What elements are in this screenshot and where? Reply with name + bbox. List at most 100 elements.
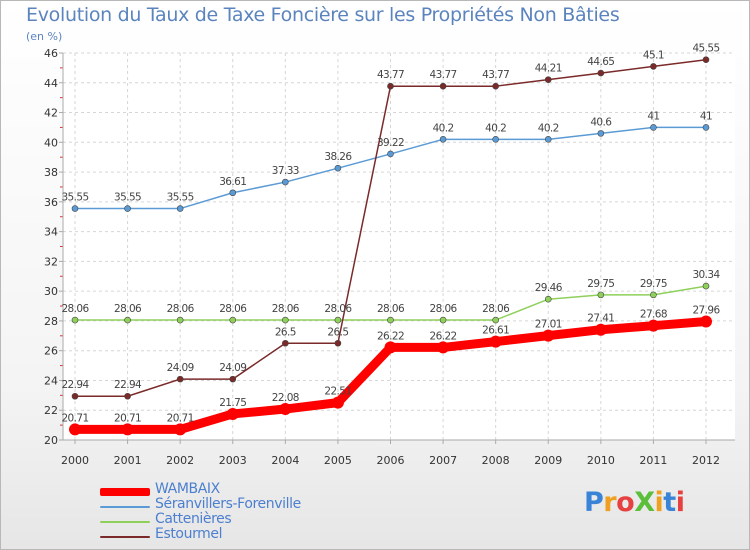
data-point <box>229 189 237 197</box>
data-label: 45.1 <box>643 49 664 61</box>
legend-label: Estourmel <box>155 526 223 542</box>
y-tick-label: 30 <box>44 285 58 298</box>
data-point <box>544 136 552 143</box>
y-tick-label: 42 <box>44 107 58 120</box>
legend-item: Cattenières <box>100 511 400 529</box>
data-label: 44.21 <box>535 63 562 75</box>
x-tick-label: 2011 <box>639 454 667 467</box>
data-label: 28.06 <box>430 303 458 315</box>
data-point <box>124 205 131 212</box>
logo-letter: t <box>663 487 676 518</box>
data-label: 40.2 <box>538 122 559 134</box>
data-point <box>387 82 394 90</box>
data-point <box>71 205 79 212</box>
data-point <box>229 316 237 324</box>
data-label: 43.77 <box>430 69 457 81</box>
data-point <box>650 291 657 299</box>
chart-title: Evolution du Taux de Taxe Foncière sur l… <box>26 4 620 26</box>
x-tick-label: 2012 <box>692 454 720 467</box>
data-label: 20.71 <box>61 412 88 424</box>
data-label: 28.06 <box>482 303 510 315</box>
x-tick-label: 2007 <box>429 454 457 467</box>
y-tick-label: 26 <box>44 345 58 358</box>
data-label: 41 <box>647 110 659 122</box>
data-label: 41 <box>700 110 712 122</box>
data-label: 27.41 <box>587 313 614 325</box>
data-label: 35.55 <box>114 192 141 204</box>
legend-label: Cattenières <box>155 511 232 527</box>
chart-legend: WAMBAIX Séranvillers-Forenville Cattenière… <box>100 481 400 544</box>
data-point <box>282 339 289 347</box>
data-point <box>594 323 607 336</box>
y-tick-label: 28 <box>44 315 58 328</box>
y-tick-label: 24 <box>44 374 58 387</box>
data-label: 35.55 <box>167 192 194 204</box>
y-tick-label: 44 <box>44 77 58 90</box>
data-label: 40.6 <box>590 116 612 128</box>
data-point <box>647 319 660 332</box>
legend-label: WAMBAIX <box>155 481 220 497</box>
data-label: 28.06 <box>61 303 89 315</box>
x-tick-label: 2002 <box>166 454 194 467</box>
data-label: 43.77 <box>482 69 509 81</box>
logo-letter: P <box>584 487 604 518</box>
legend-swatch <box>100 521 150 523</box>
logo-letter: i <box>654 487 664 518</box>
data-point <box>702 56 710 63</box>
x-tick-label: 2008 <box>482 454 510 467</box>
y-tick-label: 36 <box>44 196 58 209</box>
data-point <box>544 295 552 303</box>
legend-item: Estourmel <box>100 526 400 544</box>
y-tick-label: 38 <box>44 166 58 179</box>
x-tick-label: 2003 <box>219 454 247 467</box>
data-point <box>489 335 502 348</box>
data-point <box>492 316 499 324</box>
data-label: 20.71 <box>167 412 194 424</box>
logo-letter: o <box>616 487 635 518</box>
data-label: 24.09 <box>167 362 194 374</box>
data-point <box>226 407 239 420</box>
data-label: 40.2 <box>485 122 506 134</box>
y-tick-label: 32 <box>44 255 58 268</box>
data-point <box>282 316 289 324</box>
data-point <box>700 315 712 328</box>
x-tick-label: 2006 <box>377 454 405 467</box>
data-point <box>542 329 555 342</box>
plot-area <box>63 53 735 440</box>
x-tick-label: 2010 <box>587 454 615 467</box>
data-label: 28.06 <box>219 303 247 315</box>
legend-swatch <box>100 506 150 508</box>
data-label: 43.77 <box>377 69 404 81</box>
data-point <box>387 150 394 158</box>
y-tick-label: 20 <box>44 434 58 447</box>
data-point <box>650 124 657 131</box>
data-point <box>650 63 657 70</box>
data-label: 21.75 <box>219 397 246 409</box>
data-point <box>279 403 292 416</box>
data-point <box>334 164 342 172</box>
logo-letter: X <box>634 487 655 518</box>
data-label: 38.26 <box>324 151 352 163</box>
y-tick-label: 34 <box>44 226 58 239</box>
data-point <box>702 282 710 290</box>
data-label: 29.75 <box>587 278 614 290</box>
proxiti-logo: ProXiti <box>584 487 685 518</box>
data-label: 28.06 <box>324 303 352 315</box>
data-label: 29.46 <box>535 282 563 294</box>
legend-swatch <box>100 488 150 496</box>
data-label: 29.75 <box>640 278 667 290</box>
chart-unit-label: (en %) <box>26 30 63 43</box>
data-point <box>387 316 394 324</box>
x-tick-label: 2000 <box>61 454 89 467</box>
data-point <box>597 130 605 137</box>
data-label: 26.5 <box>327 326 348 338</box>
data-point <box>439 82 447 90</box>
data-point <box>176 316 184 324</box>
data-label: 26.22 <box>430 330 457 342</box>
data-label: 44.65 <box>587 56 614 68</box>
data-label: 39.22 <box>377 137 404 149</box>
data-label: 26.61 <box>482 325 509 337</box>
x-tick-label: 2005 <box>324 454 352 467</box>
logo-letter: i <box>675 487 685 518</box>
